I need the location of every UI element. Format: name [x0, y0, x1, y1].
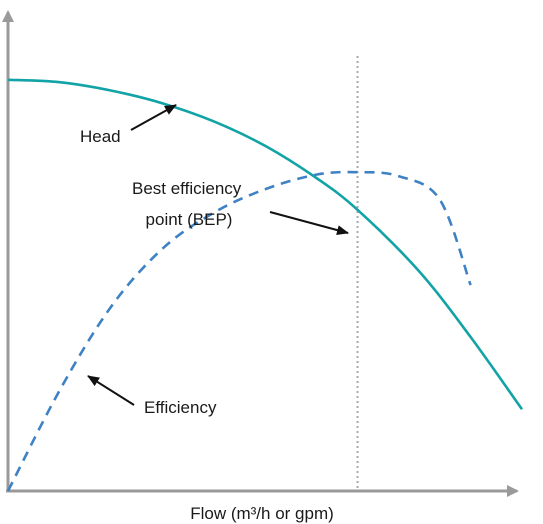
head-annotation-arrow	[130, 104, 177, 131]
efficiency-annotation-arrow	[87, 375, 135, 406]
head-annotation-label: Head	[80, 127, 121, 146]
x-axis-label: Flow (m³/h or gpm)	[190, 504, 334, 523]
head-curve	[7, 78, 524, 411]
bep-annotation-arrow	[269, 211, 349, 235]
efficiency-annotation-label: Efficiency	[144, 398, 217, 417]
efficiency-curve	[6, 170, 472, 492]
bep-annotation-label: Best efficiency point (BEP)	[132, 179, 246, 229]
